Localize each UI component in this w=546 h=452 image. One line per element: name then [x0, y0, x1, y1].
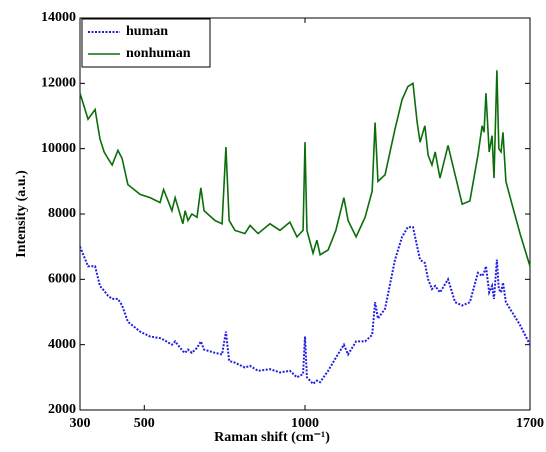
legend-label: human: [126, 24, 168, 39]
y-tick-label: 4000: [48, 337, 76, 352]
legend-box: [81, 18, 211, 68]
series-line: [79, 226, 531, 386]
x-tick-label: 1700: [516, 416, 544, 431]
y-tick-label: 2000: [48, 402, 76, 417]
y-tick-label: 8000: [48, 206, 76, 221]
x-tick-label: 1000: [291, 416, 319, 431]
y-tick-label: 14000: [41, 10, 76, 25]
x-tick-label: 500: [134, 416, 155, 431]
y-tick-label: 6000: [48, 272, 76, 287]
y-tick-label: 12000: [41, 76, 76, 91]
x-tick-label: 300: [70, 416, 91, 431]
legend-label: nonhuman: [126, 46, 191, 61]
y-tick-label: 10000: [41, 141, 76, 156]
series-line: [79, 70, 531, 267]
y-axis-label: Intensity (a.u.): [14, 170, 29, 258]
x-axis-label: Raman shift (cm⁻¹): [214, 430, 330, 445]
